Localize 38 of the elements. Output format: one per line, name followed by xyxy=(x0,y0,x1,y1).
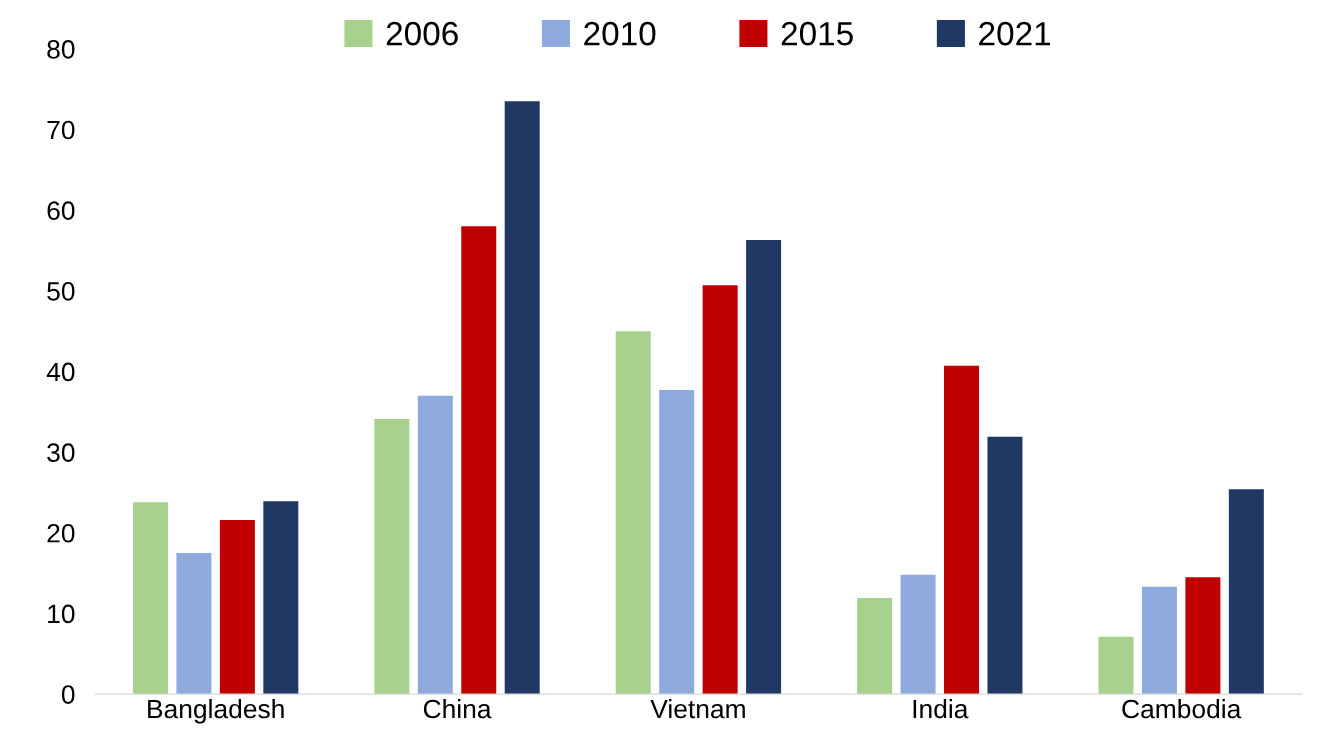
bar xyxy=(1141,586,1177,695)
x-tick-label: China xyxy=(423,698,492,719)
y-tick-label: 40 xyxy=(46,362,75,382)
bar xyxy=(987,436,1023,695)
bar xyxy=(176,552,212,695)
y-tick-label: 10 xyxy=(48,604,75,624)
x-tick-label: Vietnam xyxy=(650,698,745,719)
bar xyxy=(374,419,410,695)
x-tick-label: Bangladesh xyxy=(148,698,284,724)
y-tick-label: 70 xyxy=(47,120,75,140)
y-tick-label: 20 xyxy=(47,523,75,543)
bar xyxy=(263,501,299,695)
legend-label: 2021 xyxy=(979,21,1051,46)
bar xyxy=(746,240,782,695)
x-tick-label: Cambodia xyxy=(1122,698,1242,719)
bar xyxy=(659,390,695,695)
bar xyxy=(219,519,255,695)
y-tick-label: 30 xyxy=(47,443,75,462)
y-tick-label: 60 xyxy=(47,201,75,221)
bar xyxy=(504,101,540,695)
bar xyxy=(900,574,936,695)
bar xyxy=(702,285,738,695)
legend-label: 2010 xyxy=(584,21,656,46)
bar xyxy=(132,502,168,695)
bar xyxy=(461,226,497,695)
x-tick-label: India xyxy=(913,698,969,719)
bar xyxy=(944,365,980,695)
legend-label: 2006 xyxy=(386,21,458,46)
bar xyxy=(1098,636,1134,695)
bar xyxy=(1185,577,1221,695)
y-tick-label: 0 xyxy=(61,685,75,704)
legend-label: 2015 xyxy=(781,21,853,46)
y-tick-label: 80 xyxy=(47,40,75,59)
bar xyxy=(615,331,651,695)
bar xyxy=(1228,489,1264,695)
bar xyxy=(417,395,453,695)
y-tick-label: 50 xyxy=(47,281,75,301)
bar xyxy=(857,598,893,695)
